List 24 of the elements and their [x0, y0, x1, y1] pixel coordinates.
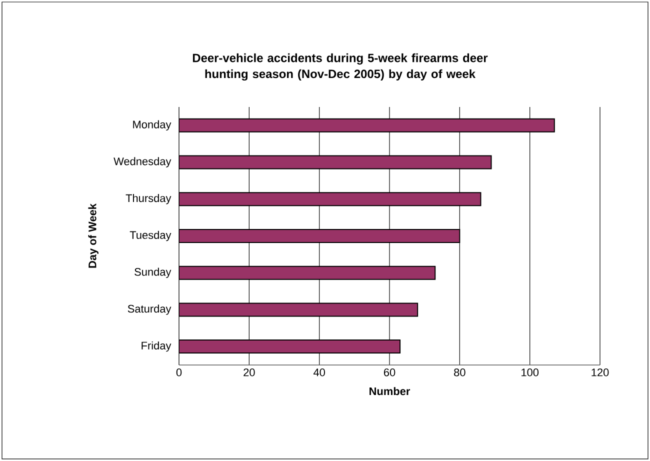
y-tick-label: Saturday [128, 304, 172, 315]
x-tick-label: 60 [384, 368, 396, 376]
y-tick-label: Wednesday [114, 157, 172, 168]
chart-title: Deer-vehicle accidents during 5-week firearms deer hunting season (Nov-Dec 2005) by day of week [192, 53, 488, 81]
x-tick-label: 80 [454, 368, 466, 376]
y-tick-label: Monday [133, 120, 172, 131]
y-axis-title: Day of Week [88, 203, 98, 268]
bar [179, 228, 460, 243]
bar [179, 266, 436, 280]
y-tick-label: Tuesday [130, 230, 172, 242]
x-tick-label: 120 [592, 368, 609, 376]
x-axis-title: Number [370, 387, 410, 396]
x-tick-label: 20 [244, 368, 255, 376]
x-tick-label: 40 [313, 368, 325, 376]
y-tick-label: Sunday [134, 268, 172, 278]
bar [179, 118, 555, 132]
bar [179, 340, 401, 354]
y-tick-label: Thursday [126, 194, 172, 204]
bar [179, 192, 482, 206]
x-tick-label: 100 [522, 368, 539, 376]
bar [179, 155, 492, 170]
x-tick-label: 0 [176, 368, 182, 376]
y-tick-label: Friday [142, 341, 172, 352]
bar [179, 302, 418, 317]
